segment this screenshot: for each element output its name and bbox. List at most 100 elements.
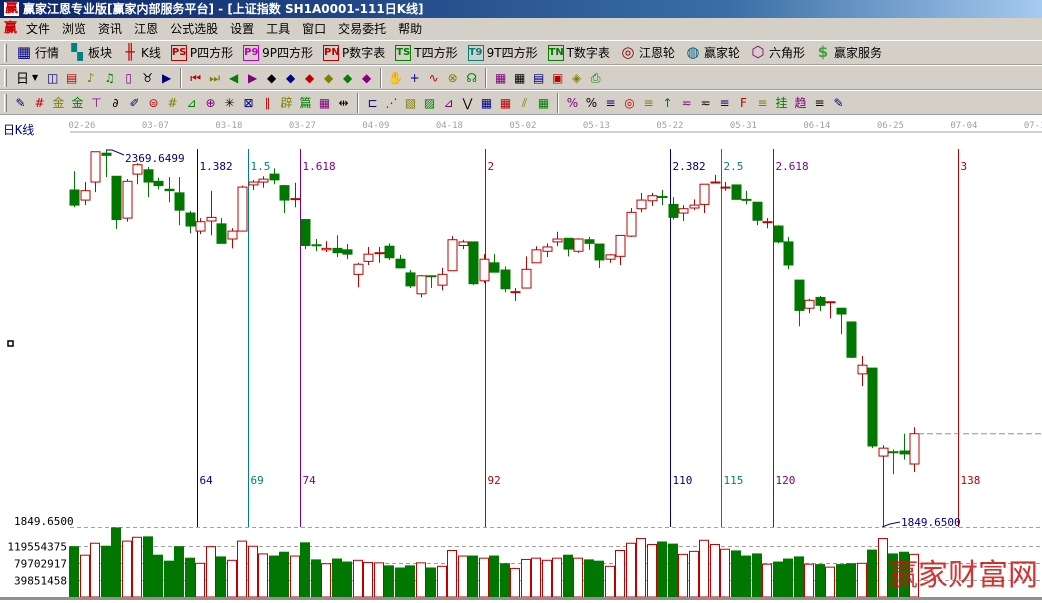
calendar-icon[interactable]: ▦ xyxy=(495,70,507,85)
flat-icon[interactable]: ≂ xyxy=(700,95,711,110)
candle-up[interactable] xyxy=(80,190,91,201)
fan-icon[interactable]: ✐ xyxy=(129,95,140,110)
star-icon[interactable]: ⊠ xyxy=(243,95,254,110)
candle-up[interactable] xyxy=(122,180,133,219)
volume-bar[interactable] xyxy=(489,555,499,598)
candle-down[interactable] xyxy=(489,262,500,273)
toolbar-button[interactable]: $ 赢家服务 xyxy=(811,43,886,63)
candle-up[interactable] xyxy=(195,221,206,232)
candle-down[interactable] xyxy=(888,451,899,454)
fit-icon[interactable]: ◆ xyxy=(362,70,372,85)
volume-bar[interactable] xyxy=(101,545,111,598)
toolbar-grip[interactable] xyxy=(4,68,7,87)
crosshair-icon[interactable]: + xyxy=(409,70,420,85)
volume-bar[interactable] xyxy=(689,550,699,598)
percent-lines-icon[interactable]: ◎ xyxy=(624,95,635,110)
parallel-lines-icon[interactable]: # xyxy=(34,95,45,110)
gold-ratio2-icon[interactable]: 金 xyxy=(71,95,84,110)
volume-bar[interactable] xyxy=(195,562,205,598)
candle-down[interactable] xyxy=(111,175,122,221)
f-levels-icon[interactable]: ≡ xyxy=(757,95,768,110)
volume-bar[interactable] xyxy=(342,561,352,598)
candle-down[interactable] xyxy=(668,203,679,218)
menu-item[interactable]: 交易委托 xyxy=(338,22,387,36)
candle-down[interactable] xyxy=(773,225,784,243)
volume-bar[interactable] xyxy=(878,538,888,598)
toolbar-button[interactable]: PS P四方形 xyxy=(167,43,237,63)
candle-up[interactable] xyxy=(573,238,584,252)
line-draw-icon[interactable]: ∿ xyxy=(428,70,439,85)
volume-bar[interactable] xyxy=(710,544,720,598)
volume-bar[interactable] xyxy=(762,563,772,598)
volume-bar[interactable] xyxy=(206,546,216,598)
candle-down[interactable] xyxy=(69,189,80,206)
candle-up[interactable] xyxy=(258,178,269,183)
menu-item[interactable]: 江恩 xyxy=(134,22,159,36)
volume-bar[interactable] xyxy=(626,542,636,598)
candle-down[interactable] xyxy=(300,219,311,246)
gold-ratio-icon[interactable]: 金 xyxy=(52,95,65,110)
toolbar-button[interactable]: ◍ 赢家轮 xyxy=(681,43,744,63)
pen-icon[interactable]: ✎ xyxy=(15,95,26,110)
volume-bar[interactable] xyxy=(185,557,195,598)
candle-down[interactable] xyxy=(899,450,910,455)
toolbar-button[interactable]: TN T数字表 xyxy=(544,43,614,63)
candle-up[interactable] xyxy=(206,216,217,222)
volume-bar[interactable] xyxy=(416,562,426,598)
volume-bar[interactable] xyxy=(143,536,153,598)
price-bars-icon[interactable]: ⇹ xyxy=(338,95,349,110)
save-icon[interactable]: ▣ xyxy=(552,70,564,85)
candle-up[interactable] xyxy=(542,246,553,252)
volume-bar[interactable] xyxy=(825,566,835,598)
volume-bar[interactable] xyxy=(699,539,709,598)
candle-up[interactable] xyxy=(290,198,301,201)
brain-icon[interactable]: ☊ xyxy=(466,70,477,85)
levels-icon[interactable]: F xyxy=(740,95,747,110)
kline-chart[interactable]: 日K线 02-26 03-07 03-18 03-27 04-09 04-18 05-02 05… xyxy=(0,116,1042,600)
arrow-up-icon[interactable]: ≂ xyxy=(681,95,692,110)
candle-up[interactable] xyxy=(626,211,637,237)
volume-bar[interactable] xyxy=(857,562,867,598)
candle-up[interactable] xyxy=(531,249,542,264)
candle-down[interactable] xyxy=(153,180,164,187)
fan-lines-icon[interactable]: ▧ xyxy=(404,95,417,110)
candle-down[interactable] xyxy=(783,241,794,266)
menu-item[interactable]: 工具 xyxy=(266,22,291,36)
weak-icon[interactable]: ≡ xyxy=(814,95,825,110)
volume-bar[interactable] xyxy=(90,542,100,598)
candle-down[interactable] xyxy=(741,198,752,201)
candle-down[interactable] xyxy=(731,184,742,200)
triangle-icon[interactable]: ⊕ xyxy=(205,95,216,110)
menu-item[interactable]: 文件 xyxy=(26,22,51,36)
volume-bar[interactable] xyxy=(237,540,247,598)
menu-item[interactable]: 公式选股 xyxy=(170,22,219,36)
indicator9-icon[interactable]: ♫ xyxy=(104,70,116,85)
candle-up[interactable] xyxy=(363,253,374,262)
candle-up[interactable] xyxy=(321,247,332,251)
candle-up[interactable] xyxy=(374,252,385,255)
toolbar-grip[interactable] xyxy=(4,43,7,62)
network-icon[interactable]: ◈ xyxy=(572,70,582,85)
volume-bar[interactable] xyxy=(353,559,363,598)
volume-bar[interactable] xyxy=(636,538,646,598)
candle-down[interactable] xyxy=(836,307,847,315)
candle-up[interactable] xyxy=(762,221,773,224)
toolbar-button[interactable]: PN P数字表 xyxy=(319,43,389,63)
page-icon[interactable]: ▤ xyxy=(66,70,78,85)
volume-bar[interactable] xyxy=(815,564,825,598)
candle-up[interactable] xyxy=(710,181,721,184)
volume-bar[interactable] xyxy=(500,563,510,598)
toolbar-button[interactable]: TS T四方形 xyxy=(391,43,461,63)
volume-bar[interactable] xyxy=(783,558,793,598)
toolbar-button[interactable]: ╫ K线 xyxy=(118,43,165,63)
flag-icon[interactable]: ▶ xyxy=(162,70,172,85)
grid-square-icon[interactable]: ⫽ xyxy=(521,95,528,110)
candle-up[interactable] xyxy=(227,230,238,240)
candle-up[interactable] xyxy=(720,186,731,189)
quote-icon[interactable]: ◫ xyxy=(47,70,59,85)
volume-bar[interactable] xyxy=(794,556,804,598)
cursor-marker-icon[interactable] xyxy=(7,340,14,347)
volume-bar[interactable] xyxy=(122,540,132,598)
volume-bar[interactable] xyxy=(405,565,415,598)
volume-bar[interactable] xyxy=(458,555,468,598)
